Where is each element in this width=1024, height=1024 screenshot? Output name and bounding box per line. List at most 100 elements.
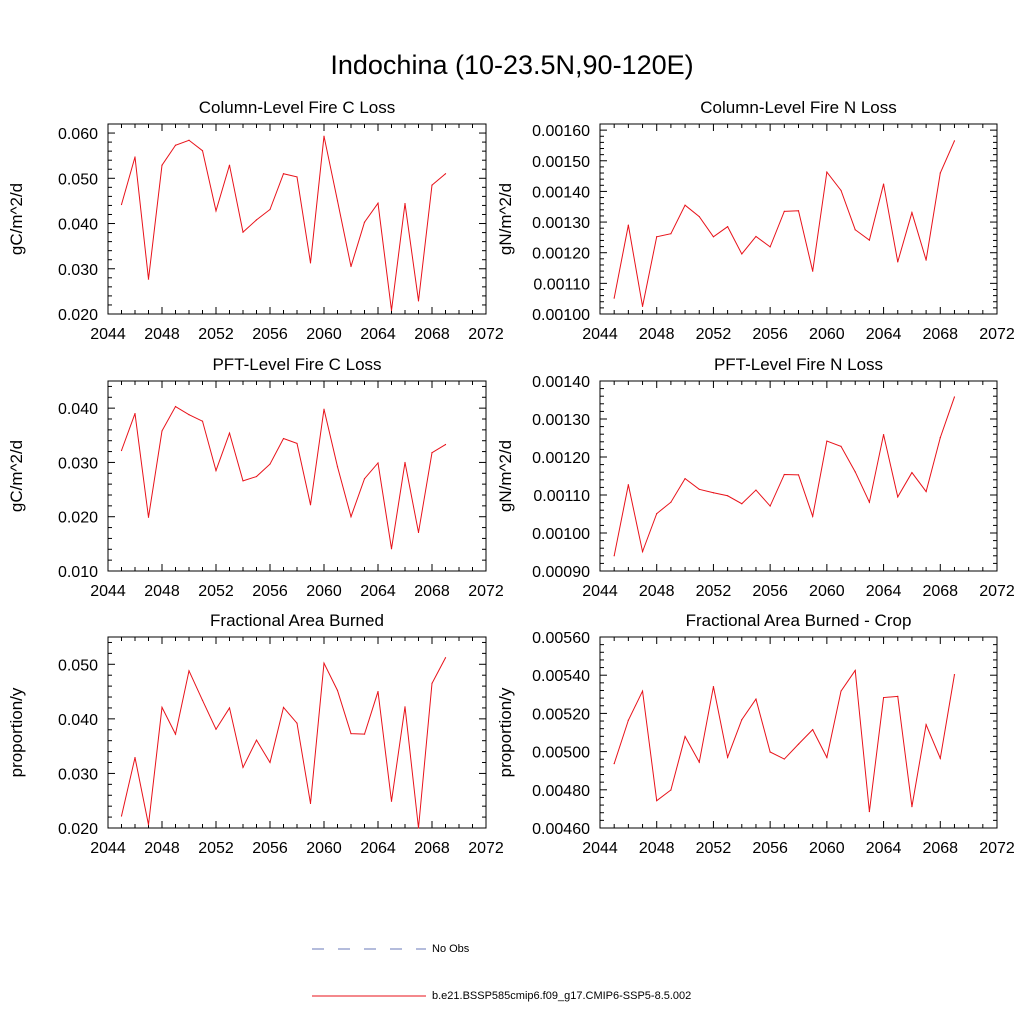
data-point <box>431 184 433 186</box>
chart-panel-6: 2044 2048 2052 2056 2060 2064 2068 2072 0.00460 0… <box>496 611 1015 857</box>
data-point <box>712 236 715 238</box>
y-tick-label: 0.040 <box>58 712 98 729</box>
data-point <box>854 669 856 672</box>
data-point <box>323 135 325 137</box>
series-line <box>613 396 955 556</box>
panel-title: Fractional Area Burned <box>210 611 384 630</box>
data-point <box>953 674 956 676</box>
y-tick-label: 0.00110 <box>533 488 590 505</box>
x-tick-label: 2048 <box>639 326 675 343</box>
data-point <box>188 670 190 672</box>
data-point <box>417 531 420 534</box>
x-tick-label: 2068 <box>922 840 958 857</box>
plot-frame <box>107 123 487 315</box>
data-point <box>684 735 686 738</box>
data-point <box>363 221 366 223</box>
x-tick-label: 2048 <box>639 583 675 600</box>
x-tick-label: 2052 <box>198 583 234 600</box>
data-point <box>242 766 244 769</box>
data-point <box>797 743 800 745</box>
data-point <box>769 246 771 248</box>
y-axis-label: gC/m^2/d <box>7 440 26 512</box>
data-point <box>840 189 842 192</box>
x-tick-label: 2048 <box>144 326 180 343</box>
data-point <box>296 176 298 178</box>
x-tick-label: 2048 <box>639 840 675 857</box>
data-point <box>755 698 757 700</box>
y-tick-label: 0.00520 <box>532 706 590 723</box>
series-line <box>613 669 955 812</box>
data-point <box>911 806 913 808</box>
data-point <box>404 461 406 464</box>
data-point <box>161 706 163 708</box>
data-point <box>147 278 150 280</box>
data-point <box>897 496 899 498</box>
data-point <box>953 396 956 398</box>
data-point <box>309 802 312 805</box>
x-tick-label: 2072 <box>468 326 504 343</box>
data-point <box>444 173 447 175</box>
chart-panel-5: 2044 2048 2052 2056 2060 2064 2068 2072 0.020 0.0… <box>7 611 504 857</box>
data-point <box>613 763 615 765</box>
x-tick-label: 2044 <box>582 583 618 600</box>
data-point <box>444 443 447 446</box>
plot-frame <box>107 380 487 572</box>
x-tick-label: 2060 <box>306 583 342 600</box>
y-axis-label: gN/m^2/d <box>496 183 515 255</box>
y-tick-label: 0.00120 <box>532 450 590 467</box>
y-tick-label: 0.010 <box>58 564 98 581</box>
series-line <box>613 140 955 307</box>
data-point <box>147 516 150 518</box>
panel-title: PFT-Level Fire C Loss <box>212 355 381 374</box>
data-point <box>769 505 771 507</box>
data-point <box>215 210 217 212</box>
x-tick-label: 2060 <box>306 840 342 857</box>
data-point <box>242 231 244 233</box>
y-tick-label: 0.00130 <box>532 412 590 429</box>
data-point <box>613 297 615 299</box>
y-tick-label: 0.020 <box>58 821 98 838</box>
plot-frame <box>599 123 998 315</box>
series-line <box>121 136 446 311</box>
data-point <box>350 732 352 735</box>
data-point <box>390 800 393 802</box>
data-point <box>741 253 743 255</box>
x-tick-label: 2056 <box>752 326 788 343</box>
data-point <box>431 682 433 684</box>
data-point <box>296 442 298 445</box>
data-point <box>840 445 842 447</box>
data-point <box>161 164 163 166</box>
data-point <box>755 489 757 491</box>
data-point <box>925 724 927 726</box>
x-tick-label: 2044 <box>582 840 618 857</box>
chart-panel-1: 2044 2048 2052 2056 2060 2064 2068 2072 0.020 0.0… <box>7 98 504 343</box>
data-point <box>161 430 163 432</box>
x-tick-label: 2072 <box>979 583 1015 600</box>
data-point <box>269 761 271 764</box>
data-point <box>444 657 447 659</box>
data-point <box>812 270 814 272</box>
data-point <box>656 236 658 238</box>
data-point <box>255 219 258 221</box>
x-tick-label: 2052 <box>696 840 732 857</box>
y-tick-label: 0.00140 <box>532 184 590 201</box>
data-point <box>868 501 870 503</box>
x-tick-label: 2072 <box>468 840 504 857</box>
data-point <box>336 200 339 202</box>
data-point <box>727 226 729 228</box>
data-point <box>670 501 672 503</box>
y-tick-label: 0.050 <box>58 657 98 674</box>
data-point <box>698 761 700 763</box>
data-point <box>215 469 217 472</box>
x-tick-label: 2052 <box>198 326 234 343</box>
data-point <box>727 756 729 758</box>
data-point <box>797 210 800 212</box>
data-point <box>755 235 757 238</box>
data-point <box>656 800 658 802</box>
y-tick-label: 0.030 <box>58 766 98 783</box>
data-point <box>712 492 715 494</box>
x-tick-label: 2072 <box>979 326 1015 343</box>
x-tick-label: 2048 <box>144 840 180 857</box>
data-point <box>282 173 285 175</box>
